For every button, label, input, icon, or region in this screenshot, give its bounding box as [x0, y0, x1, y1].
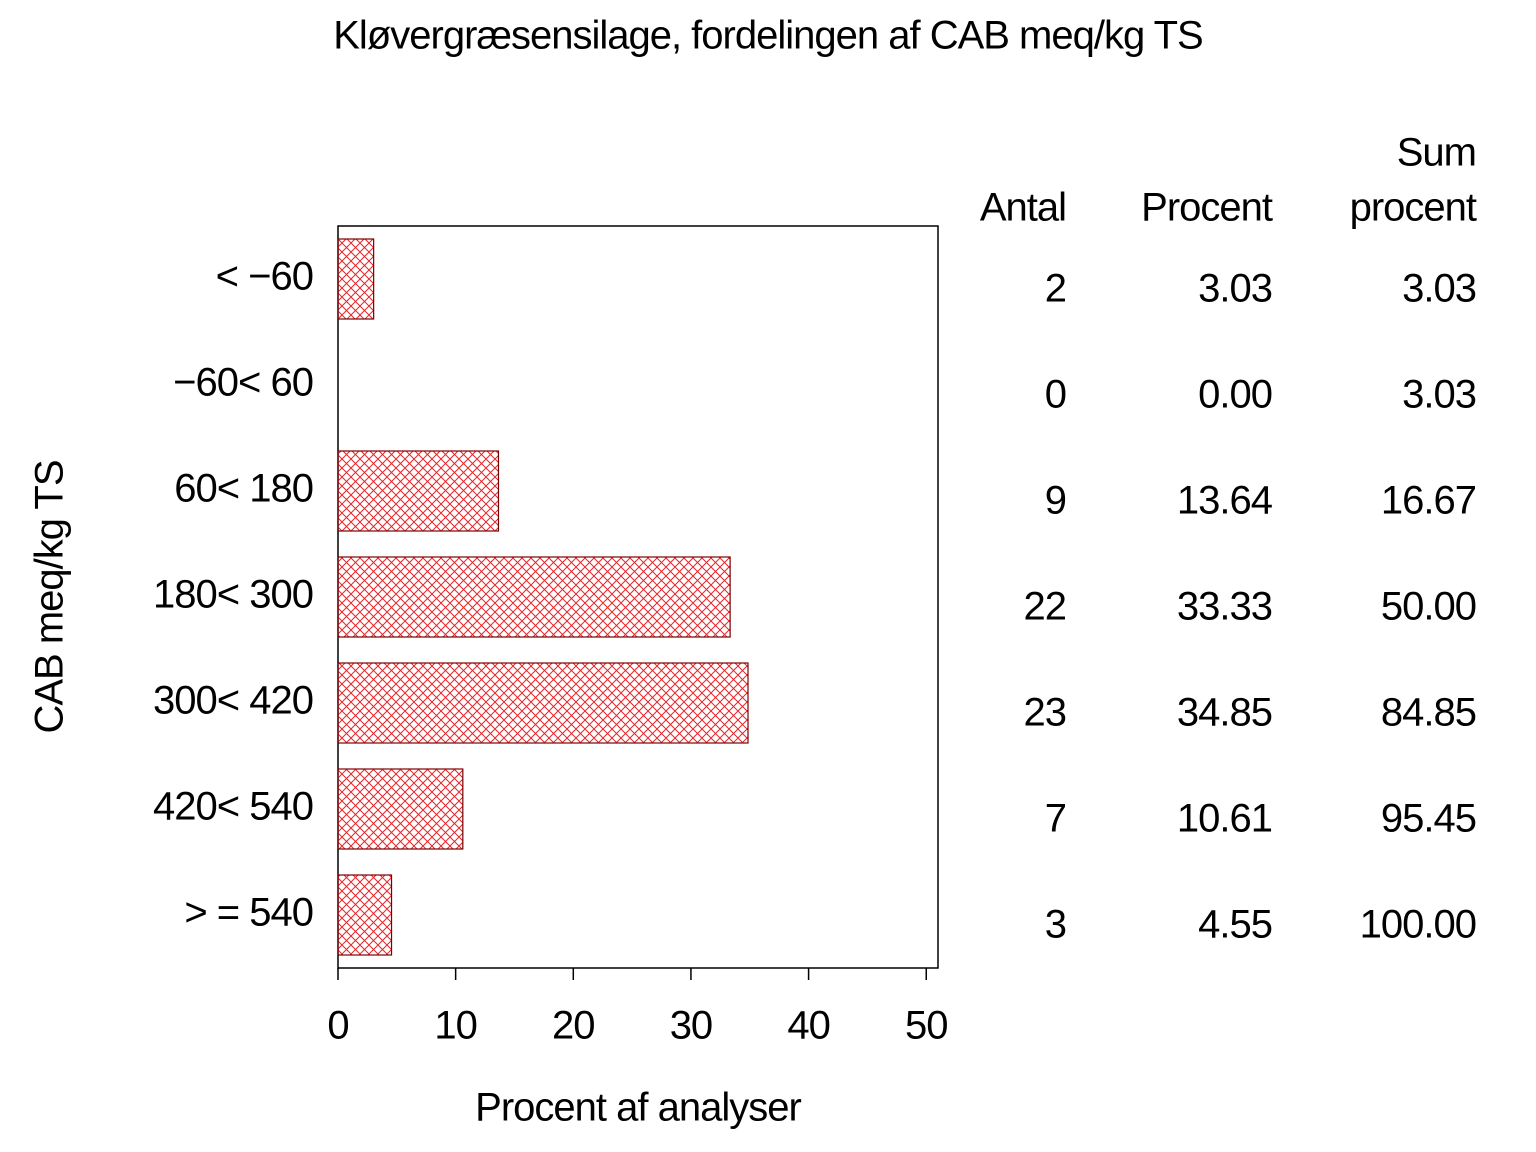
- table-cumulative: 50.00: [1381, 585, 1476, 629]
- x-tick-label: 30: [670, 1004, 713, 1048]
- table-percent: 0.00: [1198, 373, 1272, 417]
- table-cumulative: 84.85: [1381, 691, 1476, 735]
- x-axis-label: Procent af analyser: [475, 1086, 801, 1130]
- bar: [337, 450, 500, 532]
- table-count: 9: [1045, 479, 1066, 523]
- table-percent: 3.03: [1198, 267, 1272, 311]
- y-tick-label: 180< 300: [153, 573, 313, 617]
- chart-title: Kløvergræsensilage, fordelingen af CAB m…: [333, 14, 1202, 58]
- table-percent: 13.64: [1177, 479, 1273, 523]
- table-cumulative: 3.03: [1402, 373, 1476, 417]
- bar: [337, 874, 393, 956]
- table-count: 0: [1045, 373, 1066, 417]
- table-count: 22: [1024, 585, 1067, 629]
- table-count: 3: [1045, 903, 1066, 947]
- y-tick-label: > = 540: [184, 891, 313, 935]
- y-tick-label: 60< 180: [174, 467, 313, 511]
- table-cumulative: 100.00: [1360, 903, 1476, 947]
- bar: [337, 662, 749, 744]
- bar: [337, 556, 731, 638]
- y-tick-label: < −60: [216, 255, 313, 299]
- bar: [337, 238, 375, 320]
- y-tick-label: −60< 60: [173, 361, 313, 405]
- table-cumulative: 3.03: [1402, 267, 1476, 311]
- y-axis-label: CAB meq/kg TS: [28, 460, 72, 733]
- x-tick-label: 50: [905, 1004, 948, 1048]
- table-header: Sum: [1397, 131, 1476, 175]
- table-header: Procent: [1141, 186, 1273, 230]
- bar: [337, 768, 464, 850]
- table-percent: 4.55: [1198, 903, 1272, 947]
- x-tick-label: 0: [327, 1004, 348, 1048]
- table-count: 7: [1045, 797, 1066, 841]
- y-tick-label: 420< 540: [153, 785, 313, 829]
- y-tick-label: 300< 420: [153, 679, 313, 723]
- table-percent: 33.33: [1177, 585, 1272, 629]
- x-tick-label: 20: [552, 1004, 595, 1048]
- table-percent: 10.61: [1177, 797, 1272, 841]
- table-cumulative: 95.45: [1381, 797, 1476, 841]
- table-header: procent: [1350, 186, 1477, 230]
- x-tick-label: 40: [787, 1004, 830, 1048]
- table-header: Antal: [980, 186, 1066, 230]
- table-percent: 34.85: [1177, 691, 1272, 735]
- table-cumulative: 16.67: [1381, 479, 1476, 523]
- table-count: 2: [1045, 267, 1066, 311]
- table-count: 23: [1024, 691, 1067, 735]
- x-tick-label: 10: [434, 1004, 477, 1048]
